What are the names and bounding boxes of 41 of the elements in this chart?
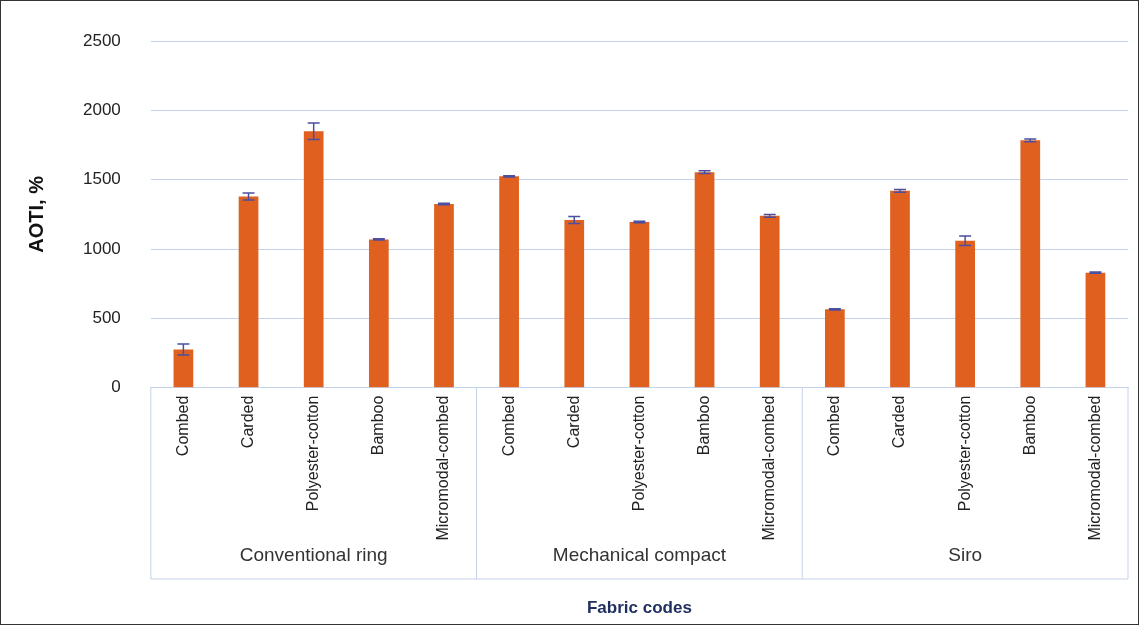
bar (564, 219, 585, 388)
x-tick-label: Combed (173, 395, 191, 457)
x-tick-label: Polyester-cotton (304, 395, 322, 512)
bar (1020, 140, 1041, 388)
x-tick-label: Combed (825, 395, 843, 457)
bar (434, 204, 454, 388)
x-tick-label: Carded (564, 395, 582, 449)
y-tick-label: 2500 (82, 30, 121, 50)
x-tick-label: Bamboo (1020, 395, 1038, 456)
x-tick-label: Micromodal-combed (760, 395, 778, 541)
x-tick-label: Polyester-cotton (955, 395, 973, 512)
bar (694, 172, 715, 388)
bar (238, 196, 259, 388)
bar (1085, 272, 1106, 388)
x-axis-title: Fabric codes (586, 598, 692, 618)
y-tick-label: 1000 (82, 238, 121, 258)
y-tick-label: 0 (111, 377, 121, 397)
bar (824, 309, 845, 388)
x-tick-label: Bamboo (694, 395, 712, 456)
bar (173, 349, 194, 388)
y-axis-title: AOTI, % (24, 175, 47, 253)
x-tick-label: Carded (238, 395, 256, 449)
x-tick-label: Combed (499, 395, 517, 457)
text: Mechanical compact (552, 544, 727, 566)
bar (499, 176, 519, 388)
bar (890, 190, 910, 388)
y-tick-label: 1500 (82, 169, 121, 189)
bar (629, 222, 650, 388)
x-tick-label: Polyester-cotton (629, 395, 647, 512)
bar (955, 240, 975, 388)
bar (759, 215, 780, 388)
bar (368, 239, 389, 388)
text: Siro (948, 544, 983, 566)
text: Conventional ring (239, 544, 388, 566)
y-tick-label: 2000 (82, 100, 121, 120)
x-tick-label: Micromodal-combed (434, 395, 452, 541)
y-tick-label: 500 (92, 308, 121, 328)
x-tick-label: Micromodal-combed (1085, 395, 1103, 541)
x-tick-label: Carded (890, 395, 908, 449)
bar (303, 131, 324, 388)
x-tick-label: Bamboo (369, 395, 387, 456)
